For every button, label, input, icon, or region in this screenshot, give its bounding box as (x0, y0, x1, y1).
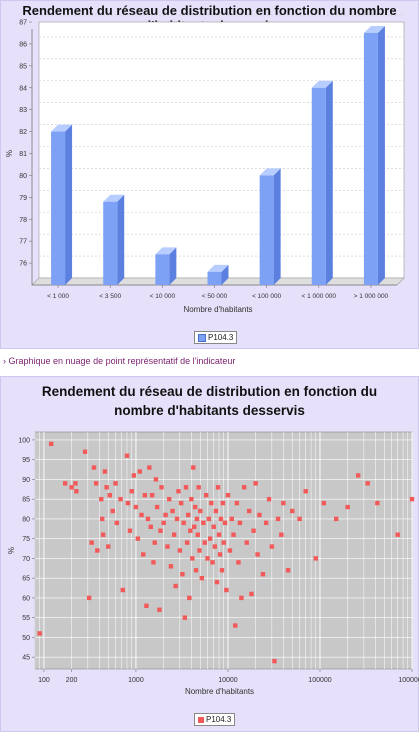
x-tick-label: < 1 000 000 (302, 293, 337, 300)
bar-top (207, 264, 229, 272)
bar (363, 32, 378, 286)
bar (311, 87, 326, 285)
bar-side (117, 194, 125, 285)
x-tick-label: < 3 500 (99, 293, 121, 300)
bar-side (377, 25, 385, 285)
y-tick-label: 82 (19, 129, 27, 136)
x-axis-label: Nombre d'habitants (183, 305, 252, 314)
y-tick-label: 86 (19, 41, 27, 48)
y-tick-label: 76 (19, 261, 27, 268)
y-axis-label: % (5, 150, 14, 157)
x-tick-label: > 1 000 000 (354, 293, 389, 300)
bar-side (273, 168, 281, 285)
bar-top (363, 25, 385, 33)
bar-chart-svg: 76 77 78 79 80 81 82 83 84 85 86 87% < 1 000 < 3 500 <… (5, 14, 405, 314)
scatter-chart-title: Rendement du réseau de distribution en f… (41, 384, 378, 418)
x-tick-label: < 50 000 (202, 293, 228, 300)
y-tick-label: 84 (19, 85, 27, 92)
bar-side (169, 247, 177, 285)
y-tick-label: 78 (19, 217, 27, 224)
bar-side (65, 124, 73, 285)
y-tick-label: 79 (19, 195, 27, 202)
bar-side (221, 264, 229, 285)
bar-top (155, 247, 177, 255)
y-tick-label: 85 (19, 63, 27, 70)
bar (51, 131, 66, 285)
y-tick-label: 81 (19, 151, 27, 158)
legend-swatch-icon (198, 716, 204, 723)
bar-top (311, 80, 333, 88)
y-tick-label: 80 (19, 173, 27, 180)
bar-top (51, 124, 73, 132)
legend-swatch-icon (198, 333, 206, 342)
scatter-chart-legend: P104.3 (194, 713, 236, 726)
y-tick-label: 77 (19, 239, 27, 246)
x-tick-label: < 100 000 (252, 293, 281, 300)
bar (155, 254, 170, 285)
bar (103, 201, 118, 285)
bar-chart-legend: P104.3 (194, 331, 238, 344)
y-tick-label: 83 (19, 107, 27, 114)
scatter-chart-panel (0, 376, 419, 732)
scatter-legend-label: P104.3 (206, 715, 232, 724)
bar (259, 175, 274, 285)
x-tick-label: < 10 000 (150, 293, 176, 300)
bar-legend-label: P104.3 (208, 333, 234, 342)
bar-top (259, 168, 281, 176)
y-tick-label: 87 (19, 20, 27, 27)
bar-top (103, 194, 125, 202)
bar (207, 271, 222, 285)
x-tick-label: < 1 000 (47, 293, 69, 300)
scatter-section-link[interactable]: › Graphique en nuage de point représenta… (3, 356, 236, 366)
plot-area (38, 21, 405, 279)
bar-side (325, 80, 333, 285)
